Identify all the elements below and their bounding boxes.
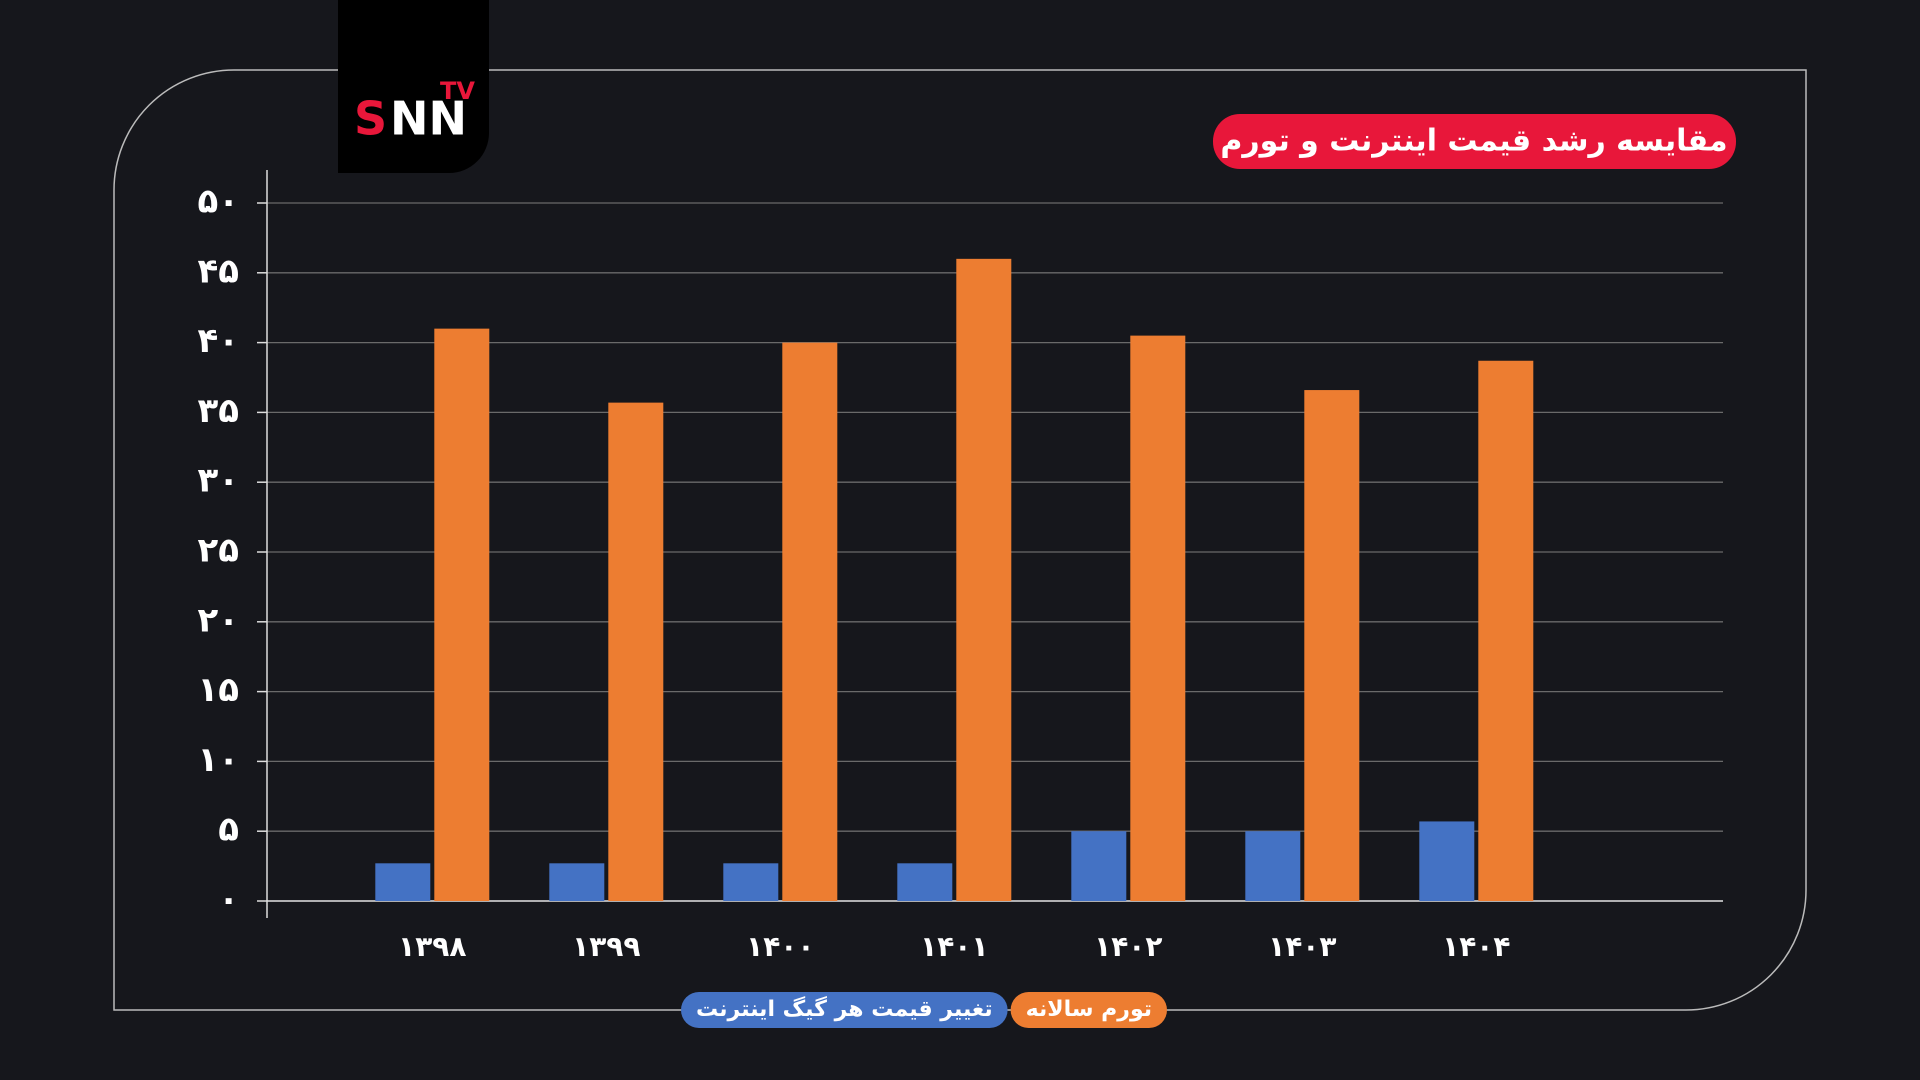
- bar: [549, 863, 605, 901]
- logo-box: [338, 0, 489, 173]
- bar: [1419, 821, 1475, 901]
- bar: [608, 402, 664, 901]
- bar: [375, 863, 431, 901]
- title-pill: [1213, 114, 1736, 169]
- legend-pill: [680, 992, 1008, 1028]
- bar: [1304, 390, 1360, 901]
- bar: [1245, 831, 1301, 901]
- frame: [113, 69, 1807, 1011]
- y-tick-label: ۰: [218, 880, 239, 920]
- y-tick-label: ۳۵: [197, 391, 239, 431]
- bar: [956, 258, 1012, 902]
- legend-pill: [1010, 992, 1167, 1028]
- bar: [1071, 831, 1127, 901]
- logo-nn: NN: [390, 92, 467, 146]
- bar: [782, 342, 838, 902]
- y-tick-label: ۲۰: [197, 600, 239, 640]
- x-tick-label: ۱۴۰۰: [746, 930, 814, 963]
- y-tick-label: ۴۰: [197, 321, 239, 361]
- x-tick-label: ۱۴۰۳: [1268, 930, 1336, 963]
- legend-label: تغییر قیمت هر گیگ اینترنت: [696, 995, 993, 1022]
- y-tick-label: ۳۰: [197, 461, 239, 501]
- logo-s: S: [354, 92, 387, 146]
- bar: [434, 328, 490, 901]
- logo-badge: TV: [440, 77, 475, 105]
- x-tick-label: ۱۴۰۲: [1094, 930, 1162, 963]
- bar: [1478, 360, 1534, 901]
- y-tick-label: ۱۵: [197, 670, 239, 710]
- x-tick-label: ۱۴۰۴: [1442, 930, 1510, 963]
- bar: [897, 863, 953, 901]
- chart-title: مقایسه رشد قیمت اینترنت و تورم: [1220, 124, 1727, 159]
- y-tick-label: ۵: [218, 810, 239, 850]
- x-tick-label: ۱۴۰۱: [920, 930, 988, 963]
- legend-label: تورم سالانه: [1026, 997, 1152, 1022]
- y-tick-label: ۵۰: [197, 182, 239, 222]
- x-tick-label: ۱۳۹۹: [572, 930, 640, 963]
- y-tick-label: ۱۰: [197, 740, 239, 780]
- y-tick-label: ۲۵: [197, 531, 239, 571]
- bar: [723, 863, 779, 901]
- y-tick-label: ۴۵: [197, 251, 239, 291]
- x-tick-label: ۱۳۹۸: [398, 930, 466, 963]
- bar: [1130, 335, 1186, 901]
